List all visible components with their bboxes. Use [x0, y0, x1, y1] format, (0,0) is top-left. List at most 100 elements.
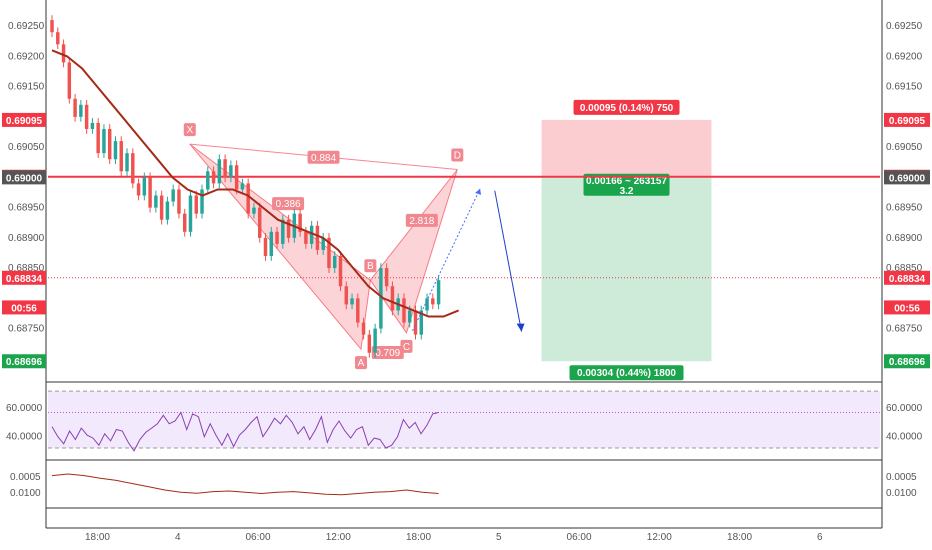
target-label: 0.00304 (0.44%) 1800 [577, 368, 676, 379]
candle-body [61, 44, 66, 63]
indicator-tick-label-left: 0.0100 [10, 488, 41, 499]
price-tag-right: 00:56 [894, 303, 920, 314]
candle-body [281, 219, 285, 244]
price-tag-left: 0.69000 [6, 173, 43, 184]
candle-body [431, 298, 435, 305]
price-tag-right-box [884, 112, 930, 127]
candle-body [125, 153, 129, 172]
candle-body [165, 201, 170, 220]
candle-body [142, 177, 147, 196]
time-tick-label: 4 [175, 532, 181, 543]
candle-body [246, 183, 250, 214]
candle-body [419, 310, 424, 335]
pattern-ratio-label: 0.386 [276, 199, 301, 210]
price-tag-left: 0.69095 [6, 116, 43, 127]
candle-body [384, 268, 389, 287]
pattern-point-badge [364, 259, 377, 273]
candle-body [425, 298, 429, 311]
pattern-ratio-label: 0.709 [375, 348, 400, 359]
price-tag-left-box [2, 354, 46, 369]
target-zone [541, 176, 712, 362]
pattern-ratio-label: 0.884 [311, 153, 336, 164]
candle-body [315, 225, 320, 250]
center-label: 0.00166 ~ 263157 [586, 176, 667, 187]
stop-label-box [573, 99, 680, 115]
price-tick-label-left: 0.69200 [8, 51, 45, 62]
price-tick-label-right: 0.69150 [886, 82, 923, 93]
candle-body [350, 298, 354, 305]
candle-body [113, 141, 118, 160]
center-label-box [583, 173, 670, 196]
candle-body [188, 195, 193, 232]
candle-body [73, 98, 77, 117]
price-candles [50, 15, 441, 358]
candle-body [234, 165, 239, 190]
candle-body [223, 159, 227, 178]
forecast-arrows[interactable] [412, 188, 525, 332]
price-tag-left-box [2, 300, 46, 315]
candle-body [217, 159, 222, 184]
price-tag-right-box [884, 170, 930, 185]
candle-body [67, 62, 72, 99]
forecast-arrow-line [494, 190, 523, 332]
price-tick-label-left: 0.68750 [8, 324, 45, 335]
candle-body [119, 141, 123, 172]
candle-body [136, 183, 141, 196]
candle-body [90, 122, 95, 129]
price-tags: 0.690950.690950.690010.690010.690000.690… [2, 112, 930, 369]
candle-body [269, 231, 273, 256]
time-tick-label: 06:00 [567, 532, 592, 543]
time-tick-label: 6 [817, 532, 823, 543]
candle-body [200, 189, 204, 214]
stop-label: 0.00095 (0.14%) 750 [580, 103, 674, 114]
stop-zone [541, 119, 712, 177]
candle-body [402, 298, 406, 323]
candle-body [84, 104, 89, 129]
candle-body [206, 171, 210, 190]
pattern-point-badge [355, 356, 368, 370]
candle-body [177, 189, 181, 214]
rsi-tick-label-right: 60.0000 [886, 403, 923, 414]
pattern-point-label: D [454, 151, 461, 162]
moving-average-line [51, 49, 459, 318]
candle-body [171, 189, 175, 202]
price-tag-right-box [884, 354, 930, 369]
indicator-tick-label-right: 0.0100 [886, 488, 917, 499]
price-tag-right-box [884, 270, 930, 285]
price-tag-left: 00:56 [11, 303, 37, 314]
candle-body [229, 165, 233, 178]
price-tick-label-right: 0.69250 [886, 21, 923, 32]
center-ratio: 3.2 [620, 186, 634, 197]
rsi-line [51, 411, 439, 452]
candle-body [286, 219, 291, 238]
candle-body [252, 207, 256, 214]
candle-body [379, 268, 383, 329]
pattern-point-label: X [186, 125, 193, 136]
pattern-ratio-label: 2.818 [409, 216, 434, 227]
candle-body [107, 128, 112, 160]
time-tick-label: 12:00 [647, 532, 672, 543]
candle-body [102, 128, 106, 154]
pattern-point-badge [183, 123, 196, 137]
pattern-ratio-badge [405, 213, 438, 227]
candle-body [96, 122, 100, 154]
candle-body [159, 195, 164, 220]
candle-body [240, 183, 245, 190]
time-tick-label: 06:00 [245, 532, 270, 543]
price-tick-label-left: 0.69150 [8, 82, 45, 93]
candle-body [361, 322, 366, 335]
candle-body [79, 104, 83, 117]
time-tick-label: 5 [496, 532, 502, 543]
rsi-tick-label-left: 40.0000 [6, 432, 43, 443]
price-tick-label-right: 0.69200 [886, 51, 923, 62]
price-tag-left: 0.68834 [6, 274, 43, 285]
price-tag-right-box [884, 300, 930, 315]
rsi-pane: 60.0000 60.0000 40.0000 40.0000 [6, 390, 923, 452]
price-tag-left-box [2, 112, 46, 127]
price-tick-label-left: 0.68950 [8, 203, 45, 214]
target-label-box [569, 365, 684, 381]
price-tag-right: 0.69095 [889, 116, 926, 127]
